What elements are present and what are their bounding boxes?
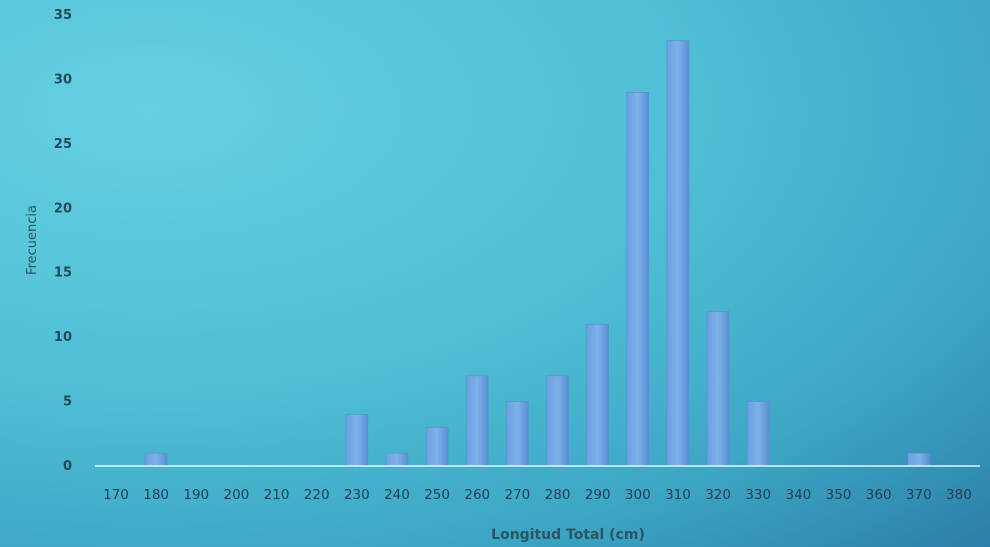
x-tick-label: 310 bbox=[665, 487, 691, 503]
x-tick-label: 320 bbox=[705, 487, 731, 503]
x-tick-label: 220 bbox=[304, 487, 330, 503]
y-tick-label: 20 bbox=[54, 201, 72, 216]
x-tick-label: 350 bbox=[826, 487, 852, 503]
y-tick-label: 35 bbox=[54, 8, 72, 23]
x-tick-label: 380 bbox=[946, 487, 972, 503]
bar-250 bbox=[425, 427, 449, 467]
bar-330 bbox=[746, 401, 770, 467]
x-tick-label: 240 bbox=[384, 487, 410, 503]
y-tick-label: 10 bbox=[54, 330, 72, 345]
x-tick-label: 330 bbox=[745, 487, 771, 503]
x-tick-label: 360 bbox=[866, 487, 892, 503]
bar-310 bbox=[666, 40, 690, 467]
x-tick-label: 190 bbox=[183, 487, 209, 503]
x-tick-label: 230 bbox=[344, 487, 370, 503]
bar-290 bbox=[586, 323, 609, 467]
y-tick-label: 15 bbox=[54, 266, 72, 281]
x-tick-label: 340 bbox=[785, 487, 811, 503]
x-tick-label: 370 bbox=[906, 487, 932, 503]
x-tick-label: 250 bbox=[424, 487, 450, 503]
x-tick-label: 180 bbox=[143, 487, 169, 503]
x-tick-label: 170 bbox=[103, 487, 129, 503]
y-axis-ticks: 0 5 10 15 20 25 30 35 bbox=[54, 8, 72, 474]
bar-320 bbox=[706, 311, 730, 467]
bar-270 bbox=[506, 401, 529, 467]
x-tick-label: 210 bbox=[264, 487, 290, 503]
x-tick-label: 280 bbox=[545, 487, 571, 503]
bar-230 bbox=[345, 414, 369, 467]
y-tick-label: 0 bbox=[63, 459, 72, 474]
x-tick-label: 270 bbox=[505, 487, 531, 503]
x-tick-label: 200 bbox=[224, 487, 250, 503]
x-tick-label: 260 bbox=[464, 487, 490, 503]
x-tick-label: 300 bbox=[625, 487, 651, 503]
bar-370 bbox=[907, 452, 931, 467]
bar-300 bbox=[626, 92, 650, 467]
bar-280 bbox=[546, 375, 569, 467]
bar-260 bbox=[465, 375, 489, 467]
x-axis-title: Longitud Total (cm) bbox=[491, 527, 645, 543]
bar-180 bbox=[144, 452, 168, 467]
bar-240 bbox=[385, 452, 409, 467]
y-axis-title: Frecuencia bbox=[25, 205, 40, 275]
x-tick-label: 290 bbox=[585, 487, 611, 503]
y-tick-label: 5 bbox=[63, 395, 72, 410]
y-tick-label: 30 bbox=[54, 72, 72, 87]
bars bbox=[144, 40, 931, 467]
y-tick-label: 25 bbox=[54, 137, 72, 152]
x-axis-ticks: 170 180 190 200 210 220 230 240 250 260 270 280 290 3… bbox=[103, 487, 972, 503]
